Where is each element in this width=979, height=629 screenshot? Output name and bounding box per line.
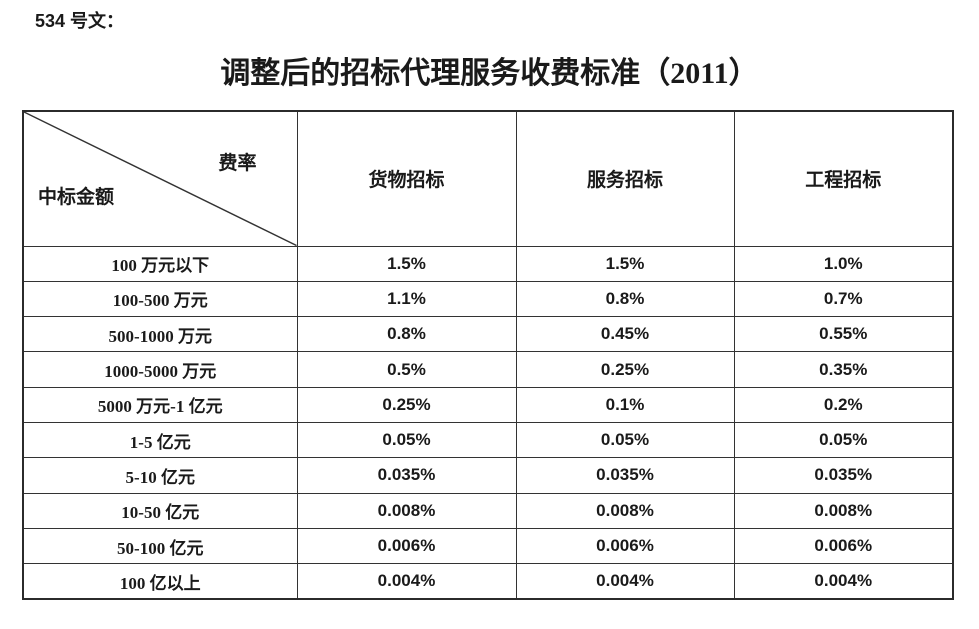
fee-value: 1.5% [515,245,735,282]
corner-label-rate: 费率 [218,153,257,174]
fee-value: 0.05% [515,421,735,459]
fee-value: 0.8% [515,280,735,318]
fee-value: 0.05% [733,421,954,459]
row-label: 1000-5000 万元 [22,351,298,388]
page-title: 调整后的招标代理服务收费标准（2011） [220,57,759,90]
row-label: 10-50 亿元 [22,492,298,529]
fee-value: 0.7% [733,280,954,318]
row-label: 50-100 亿元 [22,527,298,565]
fee-standard-table: 费率 中标金额 货物招标 服务招标 工程招标 100 万元以下 1.5% 1.5… [22,110,954,600]
table-row: 100 亿以上 0.004% 0.004% 0.004% [22,563,954,600]
row-label: 5-10 亿元 [22,457,298,494]
fee-value: 0.004% [515,563,735,600]
header-row: 费率 中标金额 货物招标 服务招标 工程招标 [22,110,954,247]
fee-value: 0.55% [733,316,954,353]
fee-value: 0.05% [296,421,517,459]
table-row: 1000-5000 万元 0.5% 0.25% 0.35% [22,351,954,388]
fee-value: 0.035% [515,457,735,494]
column-header-engineering: 工程招标 [733,110,954,247]
corner-header-cell: 费率 中标金额 [22,110,298,247]
table-row: 100 万元以下 1.5% 1.5% 1.0% [22,245,954,282]
row-label: 100 万元以下 [22,245,298,282]
fee-value: 0.004% [296,563,517,600]
doc-ref: 534 号文： [35,11,125,31]
fee-value: 0.25% [515,351,735,388]
table-row: 5000 万元-1 亿元 0.25% 0.1% 0.2% [22,386,954,423]
fee-value: 0.035% [296,457,517,494]
table-row: 100-500 万元 1.1% 0.8% 0.7% [22,280,954,318]
fee-value: 0.8% [296,316,517,353]
fee-value: 0.008% [515,492,735,529]
fee-value: 0.45% [515,316,735,353]
row-label: 500-1000 万元 [22,316,298,353]
table-row: 1-5 亿元 0.05% 0.05% 0.05% [22,421,954,459]
column-header-goods: 货物招标 [296,110,517,247]
table-row: 5-10 亿元 0.035% 0.035% 0.035% [22,457,954,494]
fee-value: 0.25% [296,386,517,423]
column-header-services: 服务招标 [515,110,735,247]
row-label: 100-500 万元 [22,280,298,318]
fee-value: 1.0% [733,245,954,282]
corner-label-amount: 中标金额 [38,187,115,208]
diagonal-divider-line [24,112,297,246]
fee-value: 0.008% [733,492,954,529]
fee-value: 0.2% [733,386,954,423]
table-row: 50-100 亿元 0.006% 0.006% 0.006% [22,527,954,565]
fee-value: 0.004% [733,563,954,600]
fee-value: 0.1% [515,386,735,423]
row-label: 1-5 亿元 [22,421,298,459]
fee-value: 0.008% [296,492,517,529]
fee-value: 0.006% [733,527,954,565]
fee-value: 0.006% [515,527,735,565]
fee-value: 1.1% [296,280,517,318]
table-row: 10-50 亿元 0.008% 0.008% 0.008% [22,492,954,529]
fee-value: 0.035% [733,457,954,494]
table-row: 500-1000 万元 0.8% 0.45% 0.55% [22,316,954,353]
row-label: 5000 万元-1 亿元 [22,386,298,423]
fee-value: 0.35% [733,351,954,388]
fee-value: 0.5% [296,351,517,388]
fee-value: 1.5% [296,245,517,282]
row-label: 100 亿以上 [22,563,298,600]
fee-value: 0.006% [296,527,517,565]
